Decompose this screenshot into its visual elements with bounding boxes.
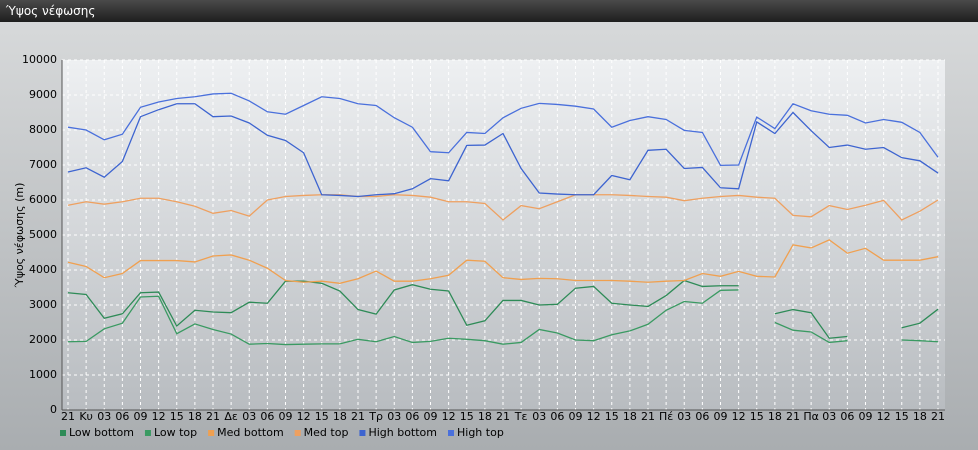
x-tick-label: 03 [387,410,401,423]
x-tick-label: 15 [605,410,619,423]
x-tick-label: 06 [840,410,854,423]
x-tick-label: 12 [877,410,891,423]
legend-swatch [359,430,366,436]
y-tick-label: 4000 [29,263,57,276]
x-tick-label: 18 [623,410,637,423]
x-tick-label: 06 [260,410,274,423]
x-tick-label: 18 [478,410,492,423]
legend-swatch [144,430,151,436]
x-tick-label: Δε [224,410,238,423]
x-tick-label: 18 [188,410,202,423]
legend-swatch [208,430,215,436]
x-tick-label: Πα [803,410,819,423]
legend-label: High bottom [368,426,437,439]
series-line [67,103,939,198]
legend-swatch [294,430,301,436]
legend-label: High top [457,426,504,439]
x-tick-label: 21 [61,410,75,423]
y-tick-label: 1000 [29,368,57,381]
y-tick-label: 8000 [29,123,57,136]
x-tick-label: 21 [496,410,510,423]
x-tick-label: 15 [315,410,329,423]
series-line [67,92,939,167]
x-tick-label: 09 [134,410,148,423]
x-tick-label: 21 [641,410,655,423]
x-tick-label: 09 [569,410,583,423]
y-axis-label: Ύψος νέφωσης (m) [13,183,26,289]
x-tick-label: 18 [913,410,927,423]
x-tick-label: 03 [97,410,111,423]
series-line [67,194,939,221]
x-tick-label: 03 [532,410,546,423]
series-line [67,289,939,346]
x-tick-label: 06 [405,410,419,423]
x-tick-label: 12 [442,410,456,423]
x-tick-label: Πέ [659,410,673,423]
x-tick-label: 09 [859,410,873,423]
legend-swatch [60,430,66,436]
x-tick-label: 12 [152,410,166,423]
y-tick-label: 9000 [29,88,57,101]
legend-label: Med top [304,426,349,439]
x-tick-label: 09 [714,410,728,423]
x-tick-label: 15 [895,410,909,423]
title-bar: Ύψος νέφωσης [0,0,978,22]
y-tick-label: 0 [50,403,57,416]
series-line [67,279,939,339]
x-tick-label: 06 [695,410,709,423]
x-tick-label: 09 [279,410,293,423]
chart: Ύψος νέφωσης (m) 0 1000 2000 3000 4000 5000 60… [13,53,945,439]
x-tick-label: 12 [732,410,746,423]
x-tick-label: 03 [242,410,256,423]
x-tick-label: 06 [115,410,129,423]
x-tick-label: 12 [297,410,311,423]
y-tick-label: 10000 [22,53,57,66]
x-tick-label: 15 [460,410,474,423]
x-tick-label: 21 [351,410,365,423]
x-tick-label: 18 [333,410,347,423]
x-tick-label: 06 [550,410,564,423]
y-tick-label: 2000 [29,333,57,346]
y-tick-label: 5000 [29,228,57,241]
x-tick-label: 03 [677,410,691,423]
x-tick-label: 09 [424,410,438,423]
x-tick-label: 03 [822,410,836,423]
series-line [67,239,939,284]
x-tick-label: 21 [931,410,945,423]
x-tick-label: 21 [206,410,220,423]
x-tick-label: 18 [768,410,782,423]
x-tick-label: 12 [587,410,601,423]
x-tick-label: Κυ [79,410,93,423]
x-tick-label: 15 [170,410,184,423]
legend-swatch [448,430,454,436]
x-tick-label: Τρ [368,410,383,423]
x-tick-label: 21 [786,410,800,423]
legend-label: Low top [154,426,197,439]
legend-label: Med bottom [217,426,284,439]
legend-label: Low bottom [69,426,134,439]
y-tick-label: 3000 [29,298,57,311]
x-tick-label: Τε [514,410,528,423]
y-tick-label: 7000 [29,158,57,171]
y-tick-label: 6000 [29,193,57,206]
x-tick-label: 15 [750,410,764,423]
